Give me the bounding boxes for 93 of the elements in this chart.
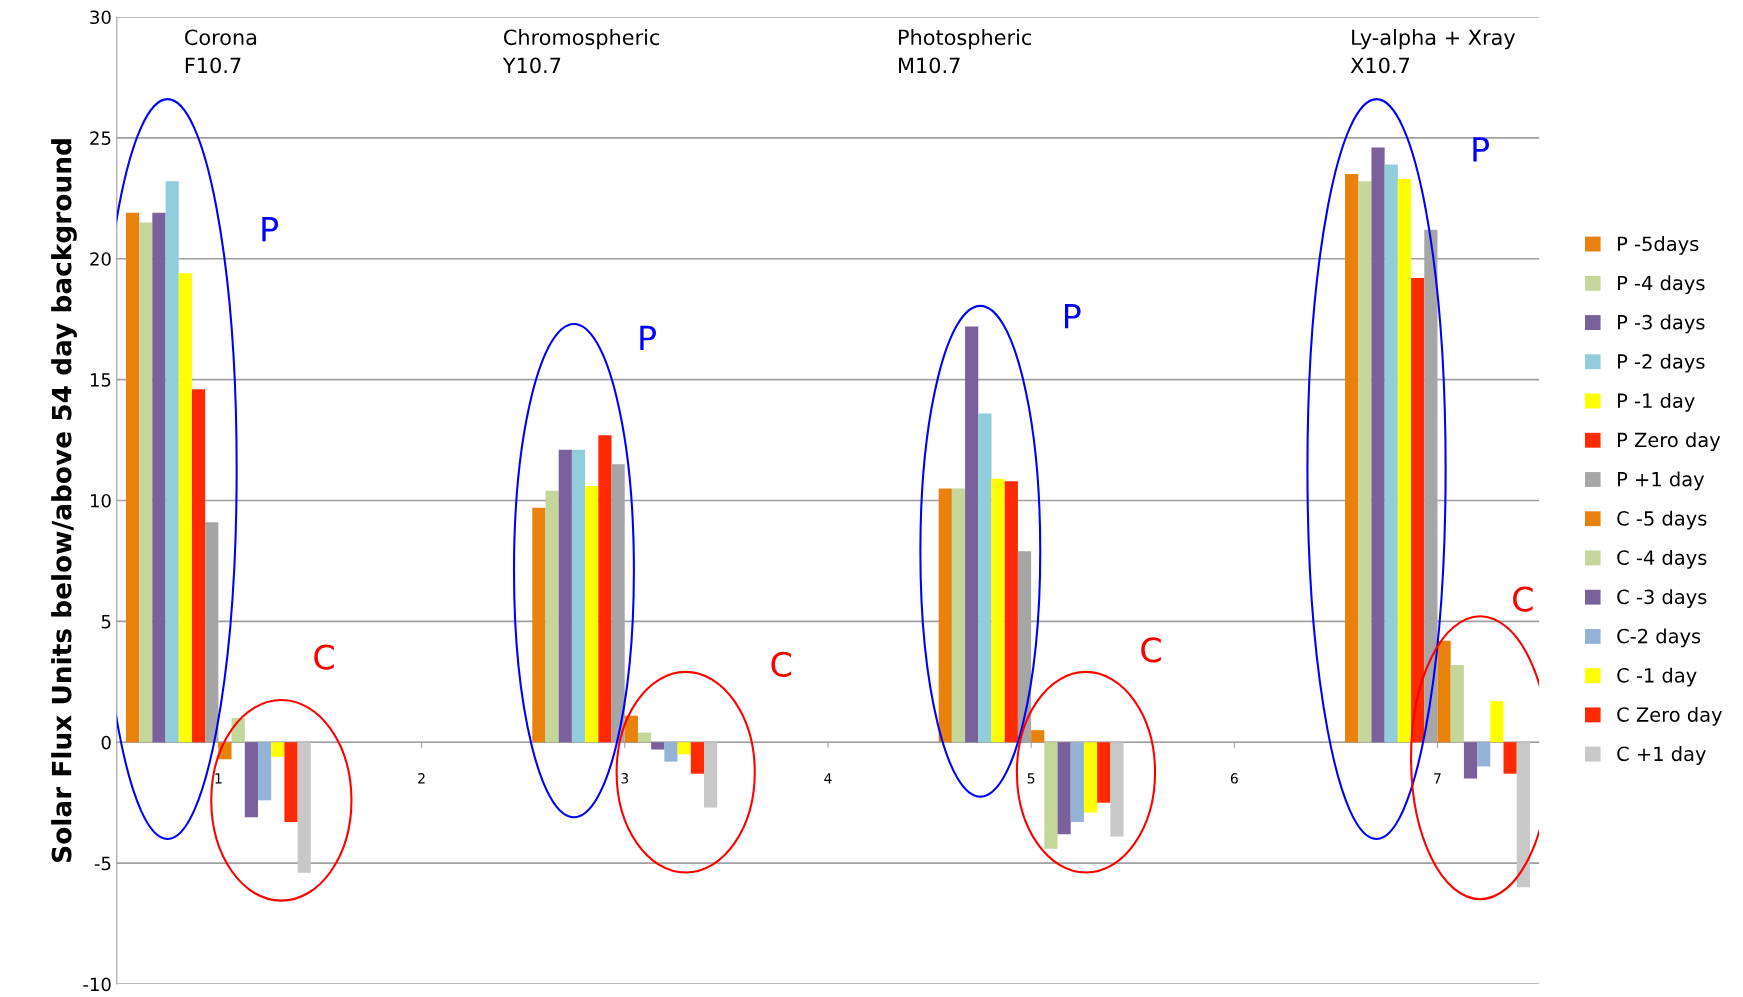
legend-label: C +1 day — [1617, 746, 1706, 765]
bar — [978, 413, 992, 743]
y-axis-title: Solar Flux Units below/above 54 day background — [51, 139, 77, 862]
bar — [1437, 640, 1451, 743]
bar — [938, 488, 952, 743]
bar — [951, 488, 966, 743]
annotation: P — [1473, 137, 1490, 162]
annotation: C — [314, 644, 334, 670]
bar — [677, 742, 691, 755]
legend-label: P -5days — [1618, 236, 1699, 255]
bar — [545, 490, 559, 743]
legend-label: P -4 days — [1618, 275, 1705, 295]
x-tick-label: 5 — [1027, 773, 1035, 784]
bar — [178, 273, 192, 743]
bar — [1358, 181, 1372, 743]
bar — [532, 507, 546, 743]
bar — [284, 742, 298, 823]
bar — [125, 212, 140, 743]
bar — [152, 212, 166, 743]
bar — [1345, 174, 1359, 743]
legend-label: C -3 days — [1617, 589, 1707, 608]
bar — [624, 715, 638, 743]
bar — [1044, 742, 1058, 849]
y-tick-label: 30 — [90, 10, 111, 25]
bar — [1110, 742, 1124, 837]
bar — [1490, 701, 1504, 743]
bar — [1397, 178, 1412, 743]
bar — [1083, 742, 1098, 813]
bar — [1097, 742, 1111, 803]
legend-label: P Zero day — [1618, 432, 1721, 452]
bar — [598, 435, 612, 743]
bar — [1503, 742, 1517, 774]
bar — [637, 732, 652, 743]
x-tick-label: 1 — [215, 773, 222, 784]
annotation: Chromospheric Y10.7 — [502, 29, 660, 74]
bar — [558, 449, 572, 743]
bar — [571, 449, 586, 743]
legend-label: C-2 days — [1617, 628, 1701, 648]
x-tick-label: 3 — [621, 773, 629, 784]
y-tick-label: 15 — [90, 373, 111, 387]
legend-label: C -4 days — [1617, 549, 1707, 569]
bar — [965, 326, 979, 743]
bar — [244, 742, 258, 818]
annotation: Photospheric M10.7 — [899, 29, 1032, 74]
legend-label: C -5 days — [1617, 510, 1707, 530]
bar — [991, 478, 1005, 743]
bar — [297, 742, 311, 873]
annotation: C — [1513, 586, 1533, 612]
bar — [1450, 664, 1464, 743]
legend-label: C Zero day — [1617, 706, 1722, 726]
annotation: P — [1064, 304, 1081, 329]
annotation: P — [262, 217, 279, 242]
bar — [257, 742, 272, 801]
legend-label: C -1 day — [1617, 667, 1697, 687]
bar — [1477, 742, 1491, 767]
bar — [1463, 742, 1478, 779]
legend-label: P -1 day — [1618, 393, 1695, 412]
bar — [165, 181, 179, 743]
y-tick-label: 5 — [101, 615, 111, 629]
bar — [271, 742, 285, 757]
y-tick-label: -10 — [83, 977, 111, 992]
x-tick-label: 4 — [824, 773, 832, 784]
bar — [191, 389, 206, 743]
bar — [585, 485, 599, 743]
bar — [703, 742, 718, 808]
bar — [1057, 742, 1071, 835]
annotation: Ly-alpha + Xray X10.7 — [1350, 29, 1516, 74]
bar — [1070, 742, 1084, 823]
bar — [690, 742, 704, 774]
annotation: P — [640, 325, 657, 351]
y-tick-label: -5 — [94, 856, 111, 871]
x-tick-label: 2 — [418, 773, 425, 784]
y-tick-label: 25 — [90, 131, 111, 145]
bar — [651, 742, 665, 750]
legend-label: P -3 days — [1618, 314, 1705, 334]
bar — [1371, 147, 1385, 743]
annotation: C — [771, 651, 792, 677]
bar — [1031, 730, 1045, 743]
bar — [664, 742, 678, 762]
bar — [139, 222, 153, 743]
bar — [1516, 742, 1530, 888]
y-tick-label: 0 — [101, 735, 111, 750]
legend-label: P +1 day — [1618, 471, 1705, 491]
annotation: Corona F10.7 — [185, 29, 257, 74]
bar — [1004, 481, 1018, 743]
x-tick-label: 6 — [1230, 773, 1238, 784]
bar — [1411, 278, 1425, 743]
x-tick-label: 7 — [1434, 773, 1441, 784]
y-tick-label: 10 — [90, 493, 111, 508]
y-tick-label: 20 — [90, 252, 111, 266]
annotation: C — [1141, 637, 1161, 663]
legend-label: P -2 days — [1618, 353, 1705, 373]
bar — [1384, 164, 1398, 743]
